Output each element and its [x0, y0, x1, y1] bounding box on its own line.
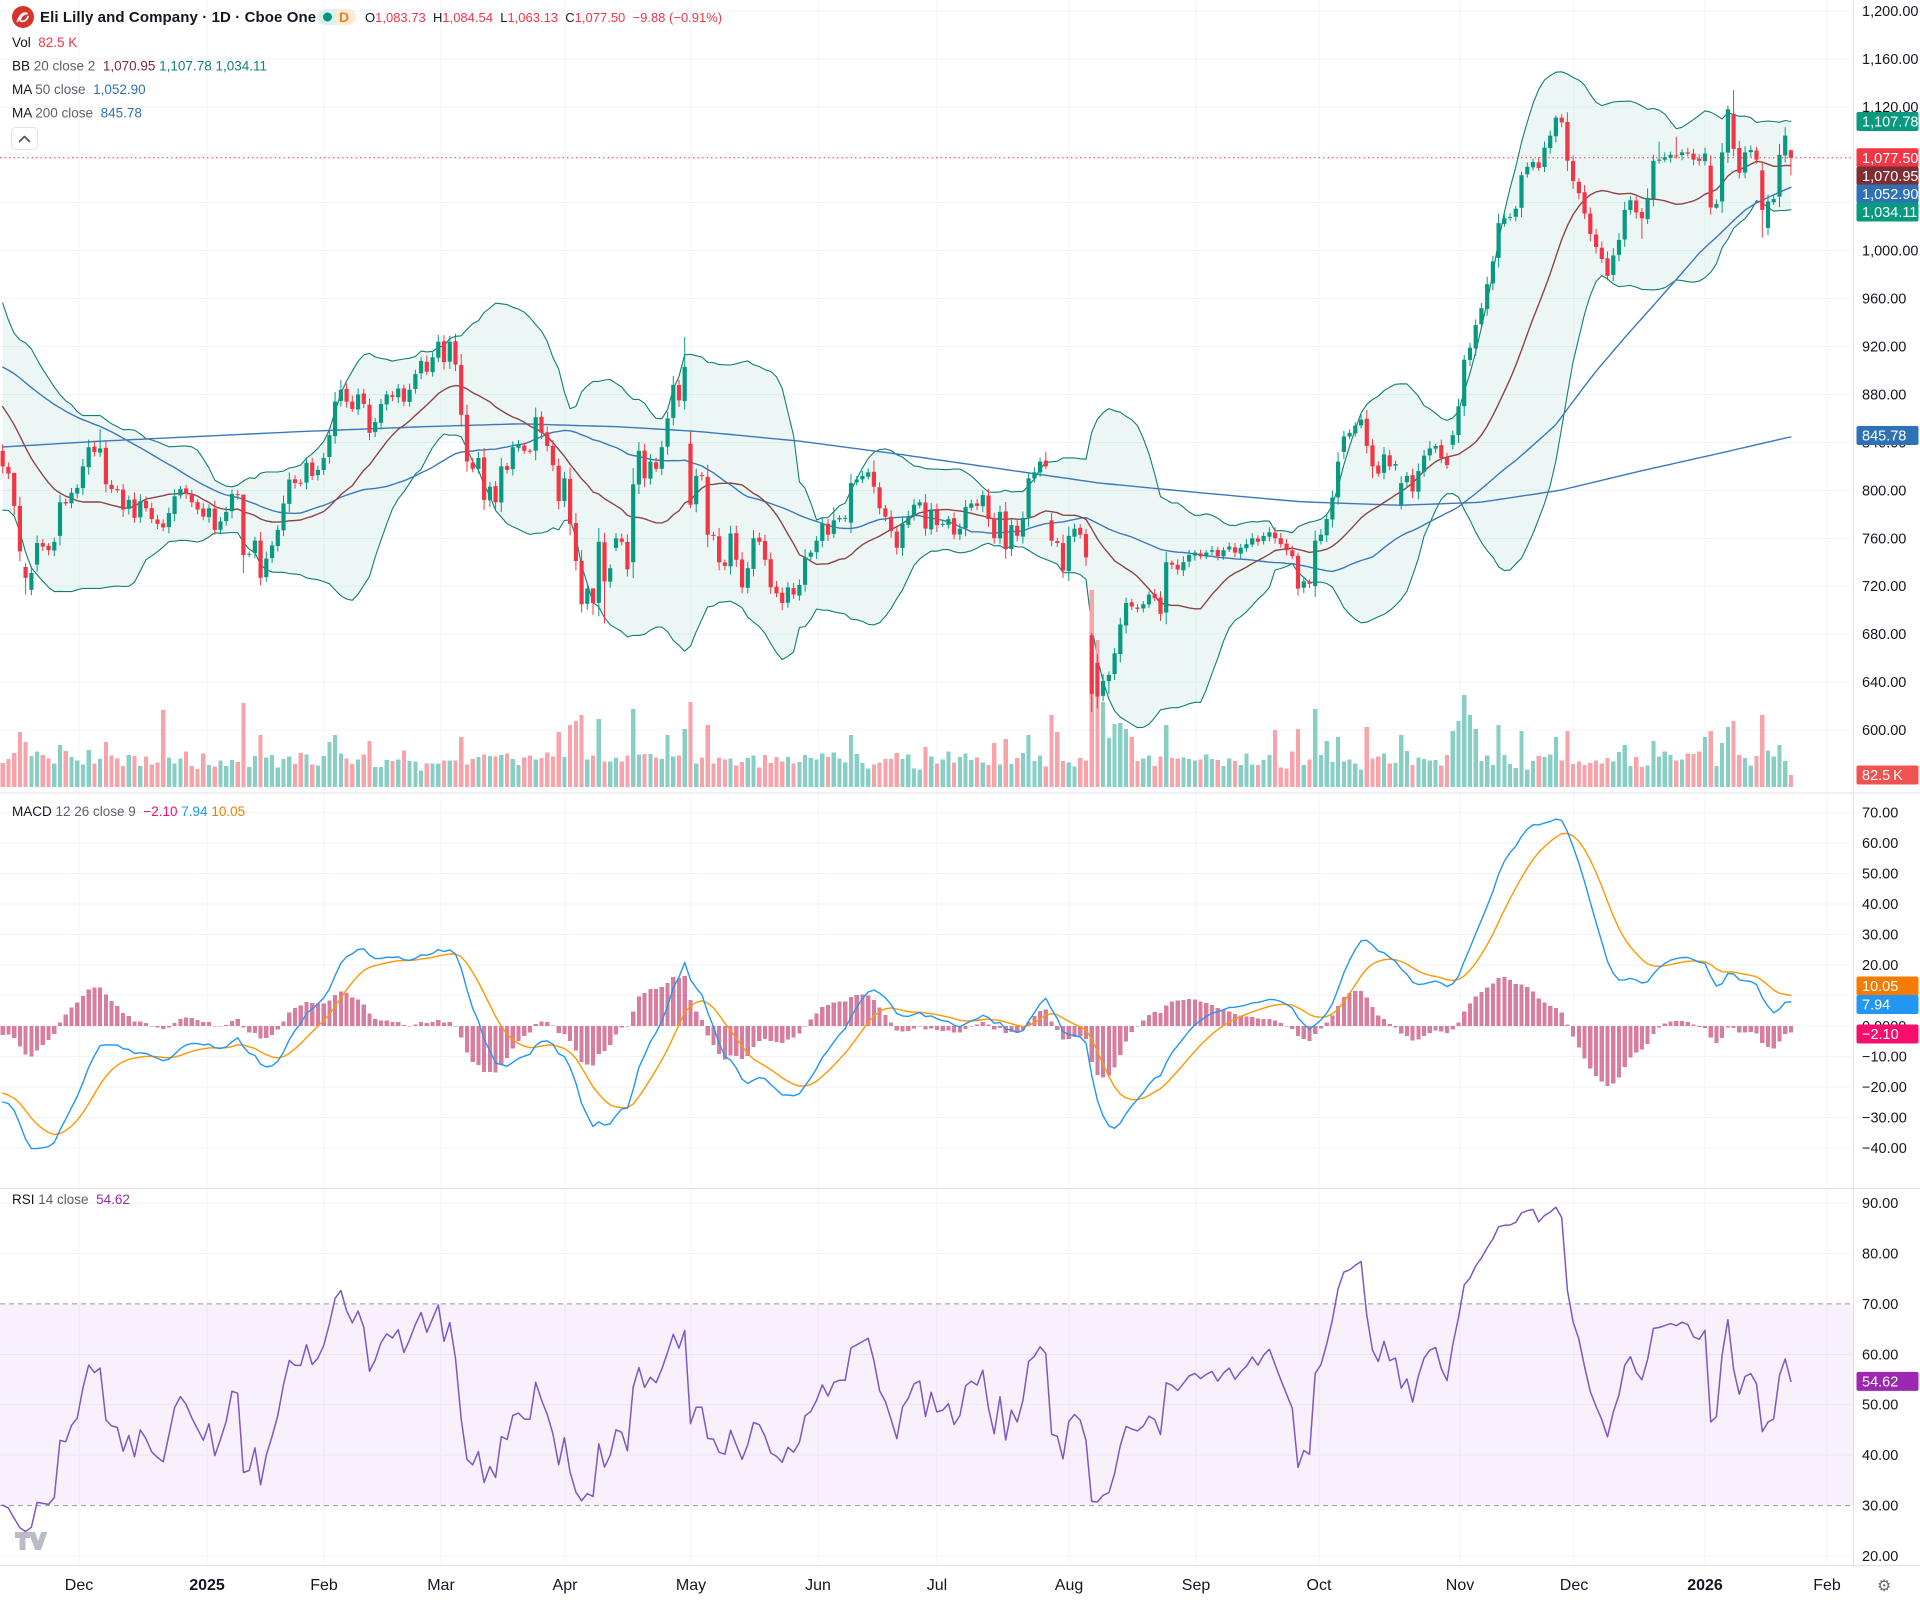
svg-text:MACD 12 26 close 9 −2.10 7.94: MACD 12 26 close 9 −2.10 7.94 10.05: [12, 804, 245, 819]
svg-text:Vol 82.5 K: Vol 82.5 K: [12, 35, 77, 50]
svg-text:BB 20 close 2 1,070.95 1,107.: BB 20 close 2 1,070.95 1,107.78 1,034.11: [12, 59, 267, 74]
svg-text:Jul: Jul: [927, 1577, 947, 1594]
svg-text:−40.00: −40.00: [1862, 1141, 1907, 1157]
svg-text:1,034.11: 1,034.11: [1862, 205, 1917, 221]
svg-text:30.00: 30.00: [1862, 1499, 1898, 1515]
svg-text:−2.10: −2.10: [1862, 1027, 1899, 1043]
svg-text:80.00: 80.00: [1862, 1246, 1898, 1262]
svg-text:Aug: Aug: [1055, 1577, 1083, 1594]
svg-text:1,000.00: 1,000.00: [1862, 244, 1918, 260]
svg-text:640.00: 640.00: [1862, 675, 1906, 691]
svg-text:Dec: Dec: [65, 1577, 93, 1594]
svg-text:880.00: 880.00: [1862, 388, 1906, 404]
svg-text:Eli Lilly and Company · 1D · C: Eli Lilly and Company · 1D · Cboe One: [40, 9, 316, 26]
svg-text:760.00: 760.00: [1862, 531, 1906, 547]
svg-text:50.00: 50.00: [1862, 867, 1898, 883]
svg-text:Dec: Dec: [1560, 1577, 1588, 1594]
svg-text:2025: 2025: [189, 1577, 225, 1594]
svg-text:600.00: 600.00: [1862, 723, 1906, 739]
svg-text:O1,083.73 H1,084.54 L1,063.1: O1,083.73 H1,084.54 L1,063.13 C1,077.50 …: [365, 10, 722, 25]
svg-text:Nov: Nov: [1446, 1577, 1474, 1594]
svg-text:Sep: Sep: [1182, 1577, 1211, 1594]
svg-text:70.00: 70.00: [1862, 806, 1898, 822]
svg-text:7.94: 7.94: [1862, 998, 1890, 1014]
svg-text:960.00: 960.00: [1862, 292, 1906, 308]
svg-text:680.00: 680.00: [1862, 627, 1906, 643]
svg-text:Feb: Feb: [310, 1577, 338, 1594]
svg-text:40.00: 40.00: [1862, 1448, 1898, 1464]
svg-text:1,070.95: 1,070.95: [1862, 169, 1918, 185]
svg-text:1,052.90: 1,052.90: [1862, 187, 1918, 203]
svg-text:82.5 K: 82.5 K: [1862, 768, 1903, 784]
svg-text:RSI 14 close 54.62: RSI 14 close 54.62: [12, 1192, 130, 1207]
svg-text:800.00: 800.00: [1862, 483, 1906, 499]
svg-text:2026: 2026: [1687, 1577, 1723, 1594]
svg-text:MA 50 close 1,052.90: MA 50 close 1,052.90: [12, 82, 146, 97]
svg-text:720.00: 720.00: [1862, 579, 1906, 595]
svg-text:1,107.78: 1,107.78: [1862, 115, 1918, 131]
svg-text:1,120.00: 1,120.00: [1862, 100, 1918, 116]
svg-text:Oct: Oct: [1307, 1577, 1332, 1594]
svg-text:50.00: 50.00: [1862, 1398, 1898, 1414]
svg-text:D: D: [339, 9, 349, 25]
svg-text:920.00: 920.00: [1862, 340, 1906, 356]
svg-text:−10.00: −10.00: [1862, 1050, 1907, 1066]
svg-text:May: May: [676, 1577, 706, 1594]
svg-text:Feb: Feb: [1813, 1577, 1841, 1594]
svg-text:70.00: 70.00: [1862, 1297, 1898, 1313]
svg-text:1,077.50: 1,077.50: [1862, 151, 1918, 167]
svg-text:−30.00: −30.00: [1862, 1111, 1907, 1127]
svg-text:⚙: ⚙: [1877, 1578, 1891, 1595]
svg-text:1,200.00: 1,200.00: [1862, 4, 1918, 20]
svg-text:90.00: 90.00: [1862, 1196, 1898, 1212]
svg-text:40.00: 40.00: [1862, 897, 1898, 913]
svg-text:10.05: 10.05: [1862, 979, 1898, 995]
svg-text:MA 200 close 845.78: MA 200 close 845.78: [12, 106, 142, 121]
svg-text:845.78: 845.78: [1862, 429, 1906, 445]
svg-text:1,160.00: 1,160.00: [1862, 52, 1918, 68]
svg-text:54.62: 54.62: [1862, 1374, 1898, 1390]
svg-text:60.00: 60.00: [1862, 1347, 1898, 1363]
svg-text:60.00: 60.00: [1862, 836, 1898, 852]
svg-text:Mar: Mar: [427, 1577, 455, 1594]
svg-text:30.00: 30.00: [1862, 928, 1898, 944]
svg-text:Jun: Jun: [805, 1577, 831, 1594]
svg-text:20.00: 20.00: [1862, 958, 1898, 974]
svg-text:20.00: 20.00: [1862, 1549, 1898, 1565]
svg-text:Apr: Apr: [553, 1577, 579, 1594]
svg-text:−20.00: −20.00: [1862, 1080, 1907, 1096]
